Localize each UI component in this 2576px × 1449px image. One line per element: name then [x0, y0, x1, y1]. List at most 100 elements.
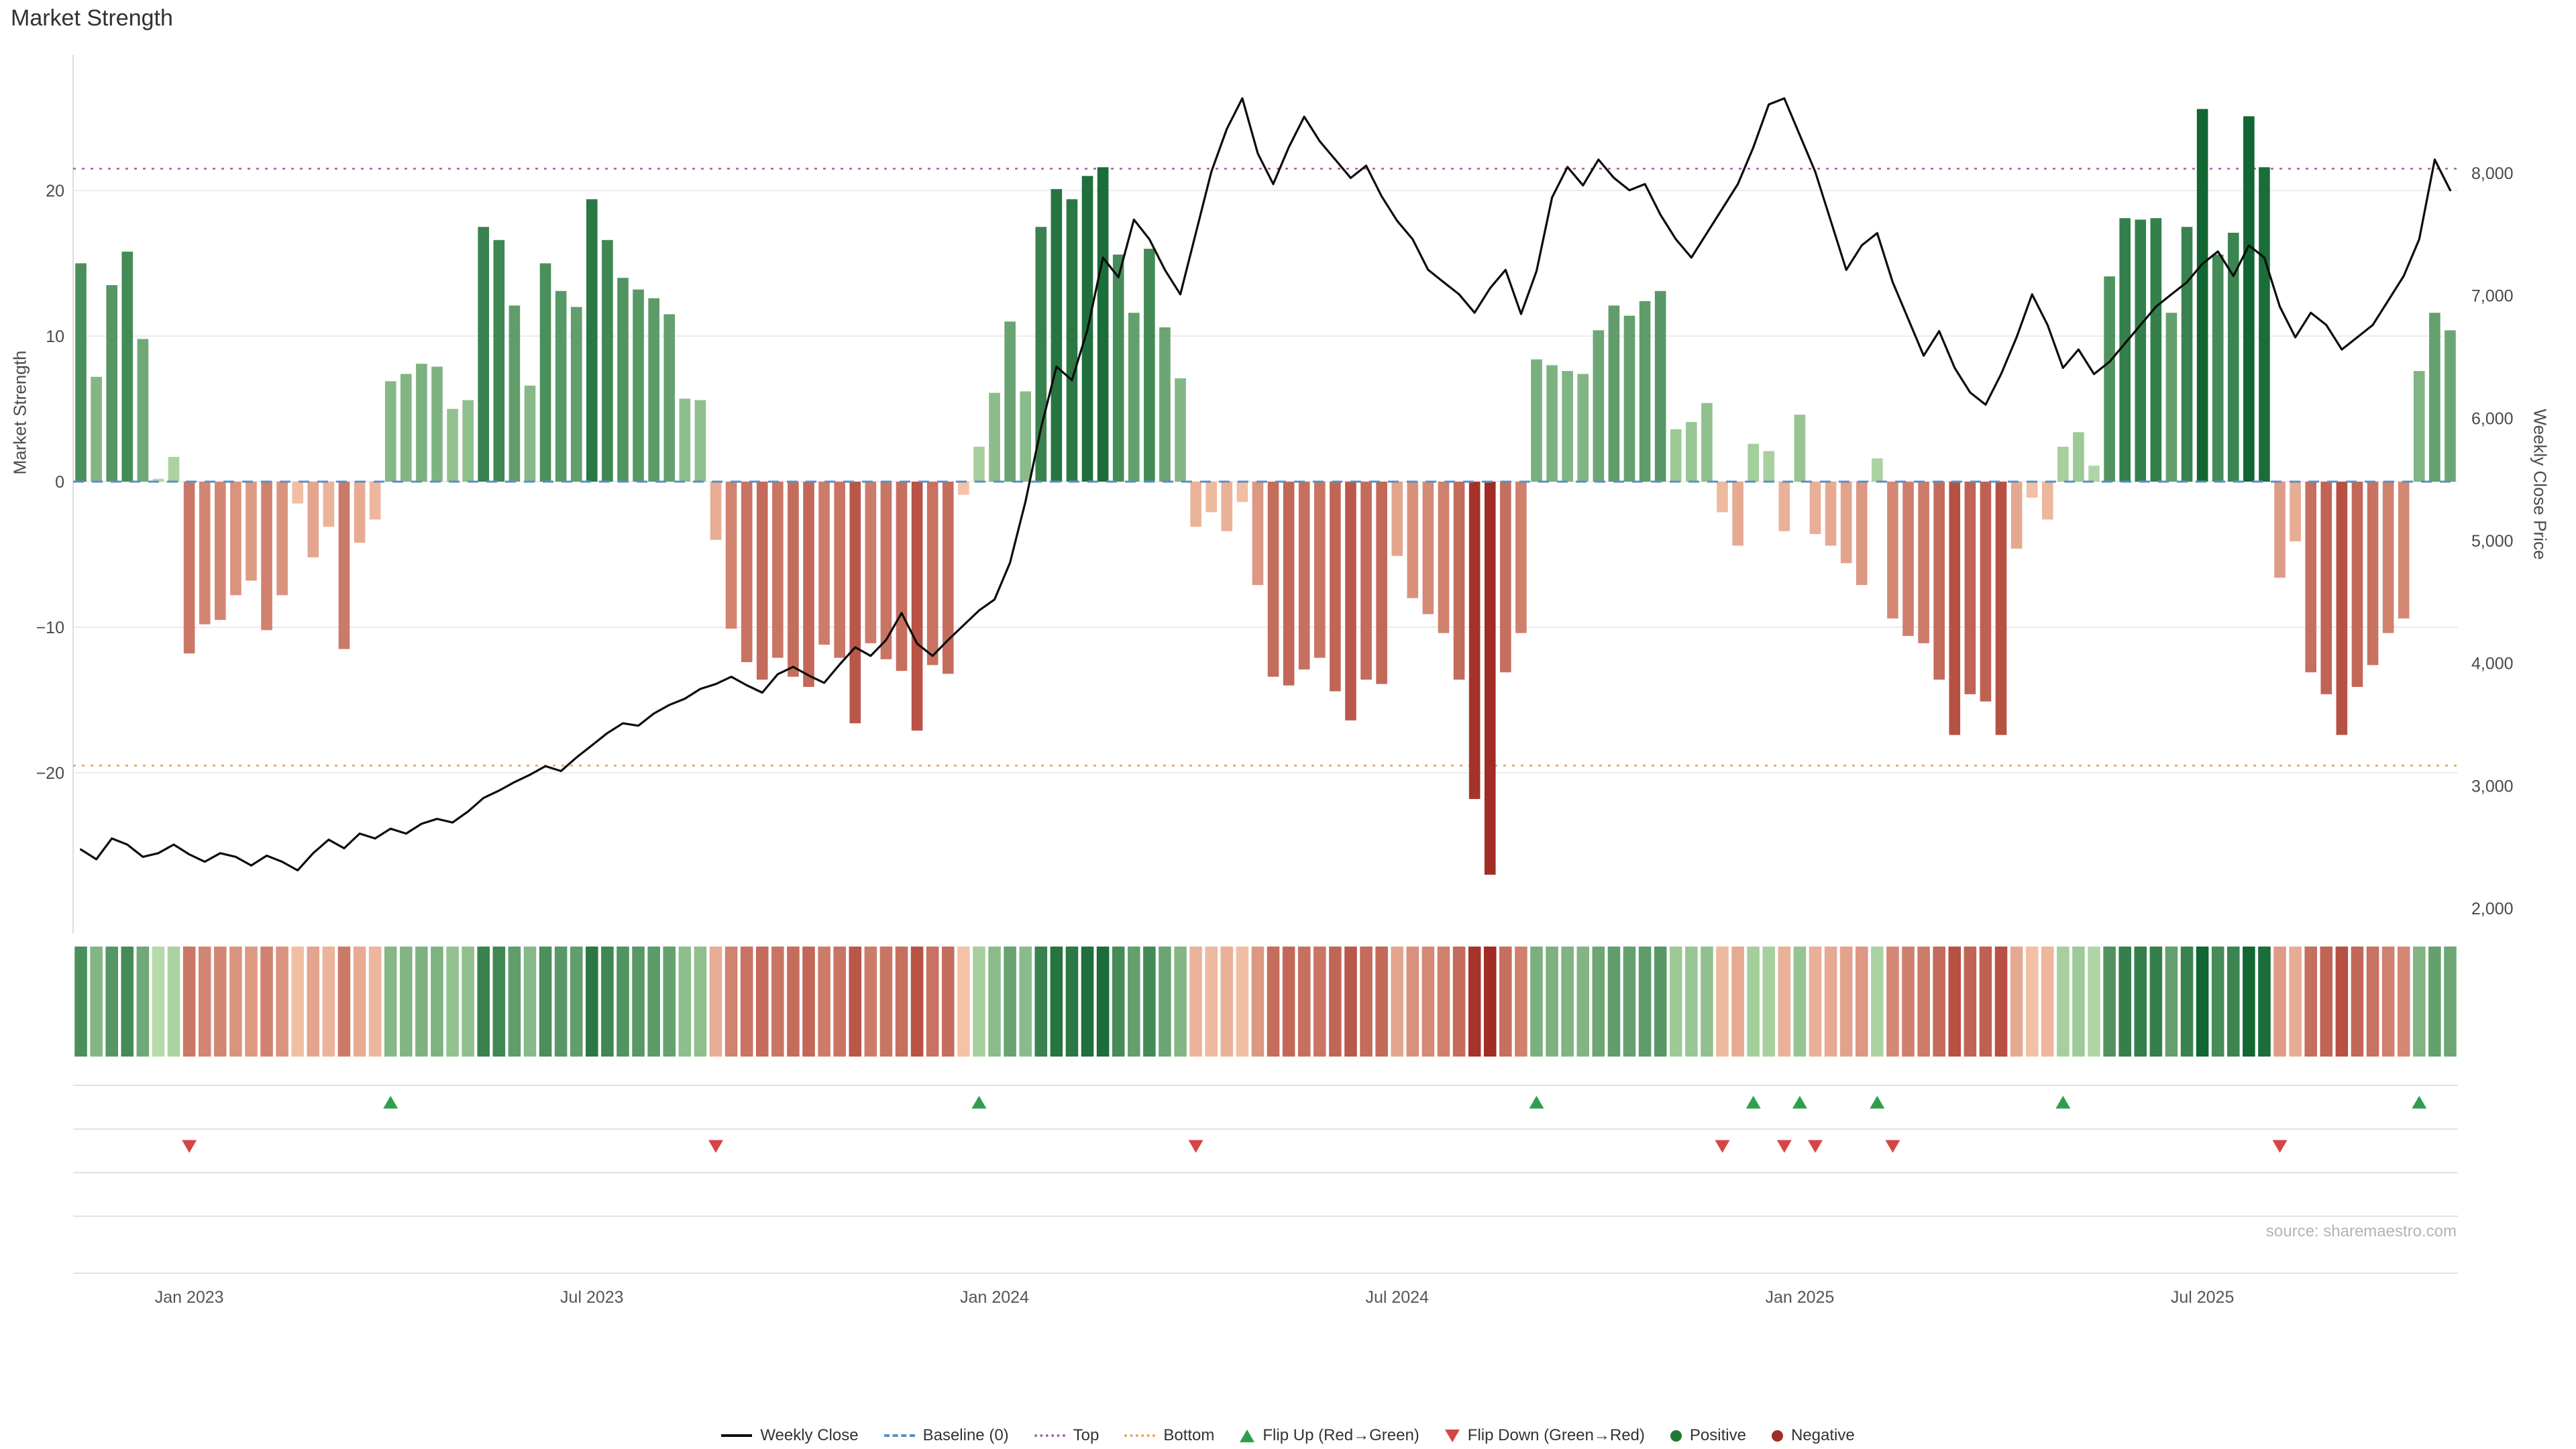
positive-strength-bar	[539, 263, 551, 482]
heatmap-cell	[1685, 947, 1698, 1057]
positive-strength-bar	[1097, 167, 1109, 482]
heatmap-cell	[724, 947, 738, 1057]
heatmap-cell	[539, 947, 552, 1057]
positive-strength-bar	[152, 478, 164, 482]
strength-bars	[75, 109, 2456, 875]
right-y-tick-label: 6,000	[2471, 409, 2514, 428]
heatmap-cell	[2304, 947, 2317, 1057]
positive-strength-bar	[508, 305, 521, 482]
heatmap-cell	[1902, 947, 1915, 1057]
positive-strength-bar	[2212, 254, 2224, 482]
legend-item-flip-up: Flip Up (Red→Green)	[1240, 1426, 1419, 1445]
positive-strength-bar	[2413, 371, 2425, 482]
heatmap-cell	[1839, 947, 1853, 1057]
heatmap-cell	[2088, 947, 2100, 1057]
flip-up-marker	[2412, 1095, 2427, 1109]
heatmap-cell	[1096, 947, 1110, 1057]
positive-strength-bar	[1066, 199, 1078, 482]
legend-item-weekly-close: Weekly Close	[721, 1426, 859, 1445]
negative-strength-bar	[958, 482, 969, 495]
heatmap-cell	[2149, 947, 2163, 1057]
negative-strength-bar	[725, 482, 737, 629]
positive-strength-bar	[1701, 402, 1713, 482]
heatmap-cell	[1050, 947, 1063, 1057]
heatmap-cell	[2351, 947, 2364, 1057]
negative-strength-bar	[1468, 482, 1481, 800]
heatmap-cell	[1592, 947, 1605, 1057]
positive-strength-bar	[1020, 391, 1032, 482]
heatmap-cell	[586, 947, 598, 1057]
negative-strength-bar	[1856, 482, 1868, 586]
heatmap-cell	[895, 947, 908, 1057]
negative-strength-bar	[926, 482, 938, 665]
heatmap-cell	[554, 947, 568, 1057]
positive-strength-bar	[1128, 313, 1140, 482]
positive-strength-bar	[570, 307, 582, 482]
heatmap-cell	[1499, 947, 1512, 1057]
heatmap-cell	[570, 947, 583, 1057]
heatmap-cell	[601, 947, 614, 1057]
negative-strength-bar	[1499, 482, 1511, 673]
flip-up-triangle-icon	[1240, 1429, 1255, 1442]
heatmap-cell	[2180, 947, 2194, 1057]
heatmap-cell	[1019, 947, 1032, 1057]
heatmap-cell	[276, 947, 288, 1057]
negative-strength-bar	[2351, 482, 2363, 687]
heatmap-cell	[1979, 947, 1992, 1057]
heatmap-cell	[353, 947, 366, 1057]
flip-up-marker	[1792, 1095, 1807, 1109]
heatmap-cell	[1205, 947, 1218, 1057]
heatmap-cell	[1251, 947, 1265, 1057]
negative-strength-bar	[2026, 482, 2038, 498]
heatmap-cell	[1638, 947, 1652, 1057]
negative-strength-bar	[2367, 482, 2379, 665]
negative-dot-icon	[1771, 1430, 1783, 1442]
heatmap-cell	[105, 947, 119, 1057]
legend-item-bottom: Bottom	[1124, 1426, 1214, 1445]
negative-strength-bar	[1422, 482, 1434, 614]
legend-label: Flip Down (Green→Red)	[1467, 1426, 1645, 1444]
positive-strength-bar	[973, 446, 985, 482]
flip-down-marker	[2272, 1140, 2288, 1153]
heatmap-cell	[431, 947, 443, 1057]
heatmap-cell	[446, 947, 459, 1057]
top-line-icon	[1034, 1434, 1065, 1437]
positive-strength-bar	[1562, 371, 1573, 482]
axis-tick-labels: 20 10 0 −10 −20 8,000 7,000 6,000 5,000 4,000 3,00…	[36, 164, 2514, 1307]
positive-strength-bar	[1577, 374, 1589, 482]
positive-strength-bar	[168, 457, 180, 482]
negative-strength-bar	[1345, 482, 1356, 720]
flip-up-marker	[383, 1095, 398, 1109]
right-y-tick-label: 3,000	[2471, 777, 2514, 796]
heatmap-cell	[663, 947, 676, 1057]
positive-strength-bar	[2104, 276, 2115, 482]
heatmap-cell	[988, 947, 1001, 1057]
negative-strength-bar	[2010, 482, 2023, 549]
legend-item-positive: Positive	[1670, 1426, 1746, 1445]
positive-strength-bar	[2429, 313, 2440, 482]
heatmap-cell	[198, 947, 211, 1057]
weekly-close-line	[79, 97, 2452, 871]
heatmap-cell	[1731, 947, 1744, 1057]
heatmap-cell	[1220, 947, 1234, 1057]
positive-strength-bar	[663, 314, 676, 482]
heatmap-cell	[910, 947, 924, 1057]
positive-strength-bar	[1794, 415, 1806, 482]
positive-strength-bar	[1144, 248, 1155, 482]
flip-down-marker	[182, 1140, 197, 1153]
flip-down-marker	[1776, 1140, 1792, 1153]
negative-strength-bar	[1887, 482, 1898, 619]
heatmap-cell	[1452, 947, 1466, 1057]
heatmap-cell	[1282, 947, 1295, 1057]
positive-strength-bar	[1623, 315, 1635, 482]
positive-strength-bar	[91, 376, 102, 482]
negative-strength-bar	[1376, 482, 1387, 684]
positive-strength-bar	[400, 374, 412, 482]
heatmap-cell	[1716, 947, 1729, 1057]
heatmap-cell	[1515, 947, 1527, 1057]
negative-strength-bar	[2274, 482, 2286, 578]
heatmap-cell	[1297, 947, 1311, 1057]
heatmap-cell	[926, 947, 939, 1057]
negative-strength-bar	[1717, 482, 1728, 513]
